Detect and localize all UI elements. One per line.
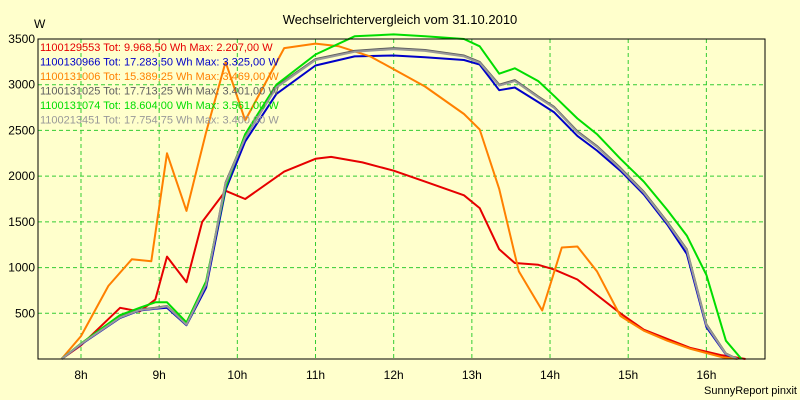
x-tick-label: 16h: [696, 368, 716, 382]
y-tick-label: 3500: [8, 32, 35, 46]
series-line-1100129553: [60, 155, 746, 360]
y-tick-label: 1500: [8, 215, 35, 229]
series-line-1100131074: [60, 33, 743, 360]
y-tick-label: 500: [15, 306, 35, 320]
series-line-1100130966: [60, 54, 738, 360]
series-line-1100131006: [60, 42, 738, 360]
series-lines: [60, 33, 746, 360]
legend-entry-1100131006: 1100131006 Tot: 15.389,25 Wh Max: 3.469,…: [40, 71, 279, 83]
x-tick-label: 11h: [306, 368, 325, 382]
footer-credit: SunnyReport pinxit: [704, 385, 797, 397]
legend-entry-1100131025: 1100131025 Tot: 17.713,25 Wh Max: 3.401,…: [40, 86, 279, 98]
legend: 1100129553 Tot: 9.968,50 Wh Max: 2.207,0…: [40, 42, 279, 127]
y-tick-label: 2500: [8, 123, 35, 137]
x-tick-label: 8h: [74, 368, 87, 382]
x-tick-label: 9h: [152, 368, 165, 382]
x-tick-label: 13h: [462, 368, 482, 382]
series-line-1100213451: [60, 48, 738, 360]
y-tick-label: 3000: [8, 78, 35, 92]
y-tick-label: 2000: [8, 169, 35, 183]
legend-entry-1100129553: 1100129553 Tot: 9.968,50 Wh Max: 2.207,0…: [40, 42, 273, 54]
y-tick-label: 1000: [8, 261, 35, 275]
x-tick-label: 15h: [618, 368, 638, 382]
legend-entry-1100213451: 1100213451 Tot: 17.754,75 Wh Max: 3.400,…: [40, 115, 279, 127]
y-axis-label: W: [34, 17, 46, 31]
axis-ticks: 500 1000 1500 2000 2500 3000 3500 8h 9h 10h 11h 12h…: [8, 32, 716, 382]
legend-entry-1100130966: 1100130966 Tot: 17.283,50 Wh Max: 3.325,…: [40, 57, 279, 69]
x-tick-label: 12h: [384, 368, 404, 382]
x-tick-label: 14h: [540, 368, 560, 382]
chart-title: Wechselrichtervergleich vom 31.10.2010: [283, 12, 518, 27]
x-tick-label: 10h: [227, 368, 247, 382]
legend-entry-1100131074: 1100131074 Tot: 18.604,00 Wh Max: 3.561,…: [40, 100, 279, 112]
plot-frame: [37, 38, 766, 360]
